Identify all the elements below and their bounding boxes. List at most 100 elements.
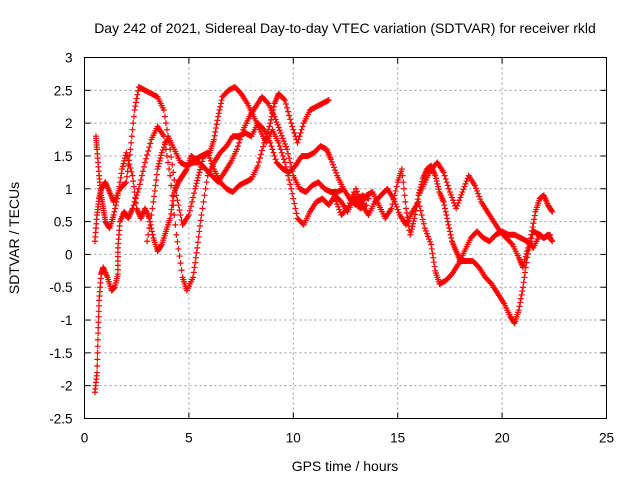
data-point — [193, 180, 200, 187]
data-point — [401, 192, 408, 199]
data-point — [454, 202, 461, 209]
data-point — [147, 218, 154, 225]
data-point — [174, 238, 181, 245]
data-point — [333, 169, 340, 176]
data-point — [196, 169, 203, 176]
data-point — [515, 307, 522, 314]
data-point — [403, 209, 410, 216]
data-point — [524, 248, 531, 255]
data-point — [206, 155, 213, 162]
x-tick-label: 15 — [390, 431, 405, 446]
data-point — [116, 183, 123, 190]
data-point — [288, 120, 295, 127]
data-point — [147, 140, 154, 147]
data-point — [194, 239, 201, 246]
data-point — [284, 168, 291, 175]
data-point — [521, 259, 528, 266]
data-point — [94, 369, 101, 376]
data-point — [445, 185, 452, 192]
data-point — [289, 190, 296, 197]
data-point — [192, 254, 199, 261]
data-point — [194, 174, 201, 181]
data-point — [421, 225, 428, 232]
data-point — [269, 146, 276, 153]
data-point — [440, 169, 447, 176]
data-point — [286, 155, 293, 162]
data-point — [169, 161, 176, 168]
data-point — [258, 147, 265, 154]
data-point — [446, 228, 453, 235]
data-point — [158, 152, 165, 159]
data-point — [477, 196, 484, 203]
data-point — [520, 279, 527, 286]
data-point — [296, 133, 303, 140]
x-tick-labels: 0 5 10 15 20 25 — [81, 431, 614, 446]
data-point — [239, 129, 246, 136]
data-point — [270, 149, 277, 156]
data-point — [173, 192, 180, 199]
data-point — [213, 125, 220, 132]
data-point — [218, 97, 225, 104]
data-point — [294, 139, 301, 146]
data-point — [195, 172, 202, 179]
data-point — [344, 205, 351, 212]
data-point — [462, 180, 469, 187]
data-point — [528, 235, 535, 241]
data-point — [201, 192, 208, 199]
data-point — [458, 191, 465, 198]
data-point — [530, 220, 537, 227]
data-point — [293, 210, 300, 217]
data-point — [169, 202, 176, 209]
data-point — [521, 274, 528, 281]
data-point — [207, 157, 214, 164]
series-arc-3 — [92, 90, 332, 255]
data-point — [208, 160, 215, 167]
data-point — [133, 95, 140, 102]
data-point — [198, 212, 205, 219]
data-point — [134, 91, 141, 98]
data-point — [118, 170, 125, 177]
data-point — [442, 205, 449, 212]
data-point — [282, 100, 289, 107]
data-point — [152, 182, 159, 189]
data-point — [113, 198, 120, 205]
data-point — [127, 146, 134, 153]
data-point — [411, 215, 418, 222]
data-point — [446, 189, 453, 196]
data-point — [279, 152, 286, 159]
data-point — [548, 207, 555, 214]
data-point — [133, 199, 140, 206]
chart-title: Day 242 of 2021, Sidereal Day-to-day VTE… — [94, 20, 596, 36]
data-point — [393, 183, 400, 190]
data-point — [130, 178, 137, 185]
data-point — [153, 171, 160, 178]
data-point — [236, 139, 243, 146]
data-point — [460, 186, 467, 193]
data-point — [444, 182, 451, 189]
data-point — [332, 167, 339, 174]
data-point — [531, 216, 538, 223]
data-point — [408, 226, 415, 233]
data-point — [94, 343, 101, 350]
data-point — [388, 205, 395, 212]
data-point — [131, 189, 138, 196]
data-point — [128, 139, 135, 146]
data-point — [192, 183, 199, 190]
data-point — [114, 195, 121, 202]
data-point — [327, 156, 334, 163]
data-point — [114, 192, 121, 199]
data-point — [254, 162, 261, 169]
data-point — [428, 241, 435, 248]
data-point — [215, 110, 222, 117]
data-point — [193, 249, 200, 256]
data-point — [149, 228, 156, 235]
data-point — [400, 179, 407, 186]
data-point — [149, 205, 156, 212]
data-point — [128, 168, 135, 175]
data-point — [116, 179, 123, 186]
data-point — [173, 231, 180, 238]
data-point — [343, 206, 350, 213]
data-point — [529, 224, 536, 231]
data-point — [288, 163, 295, 170]
data-point — [177, 260, 184, 267]
